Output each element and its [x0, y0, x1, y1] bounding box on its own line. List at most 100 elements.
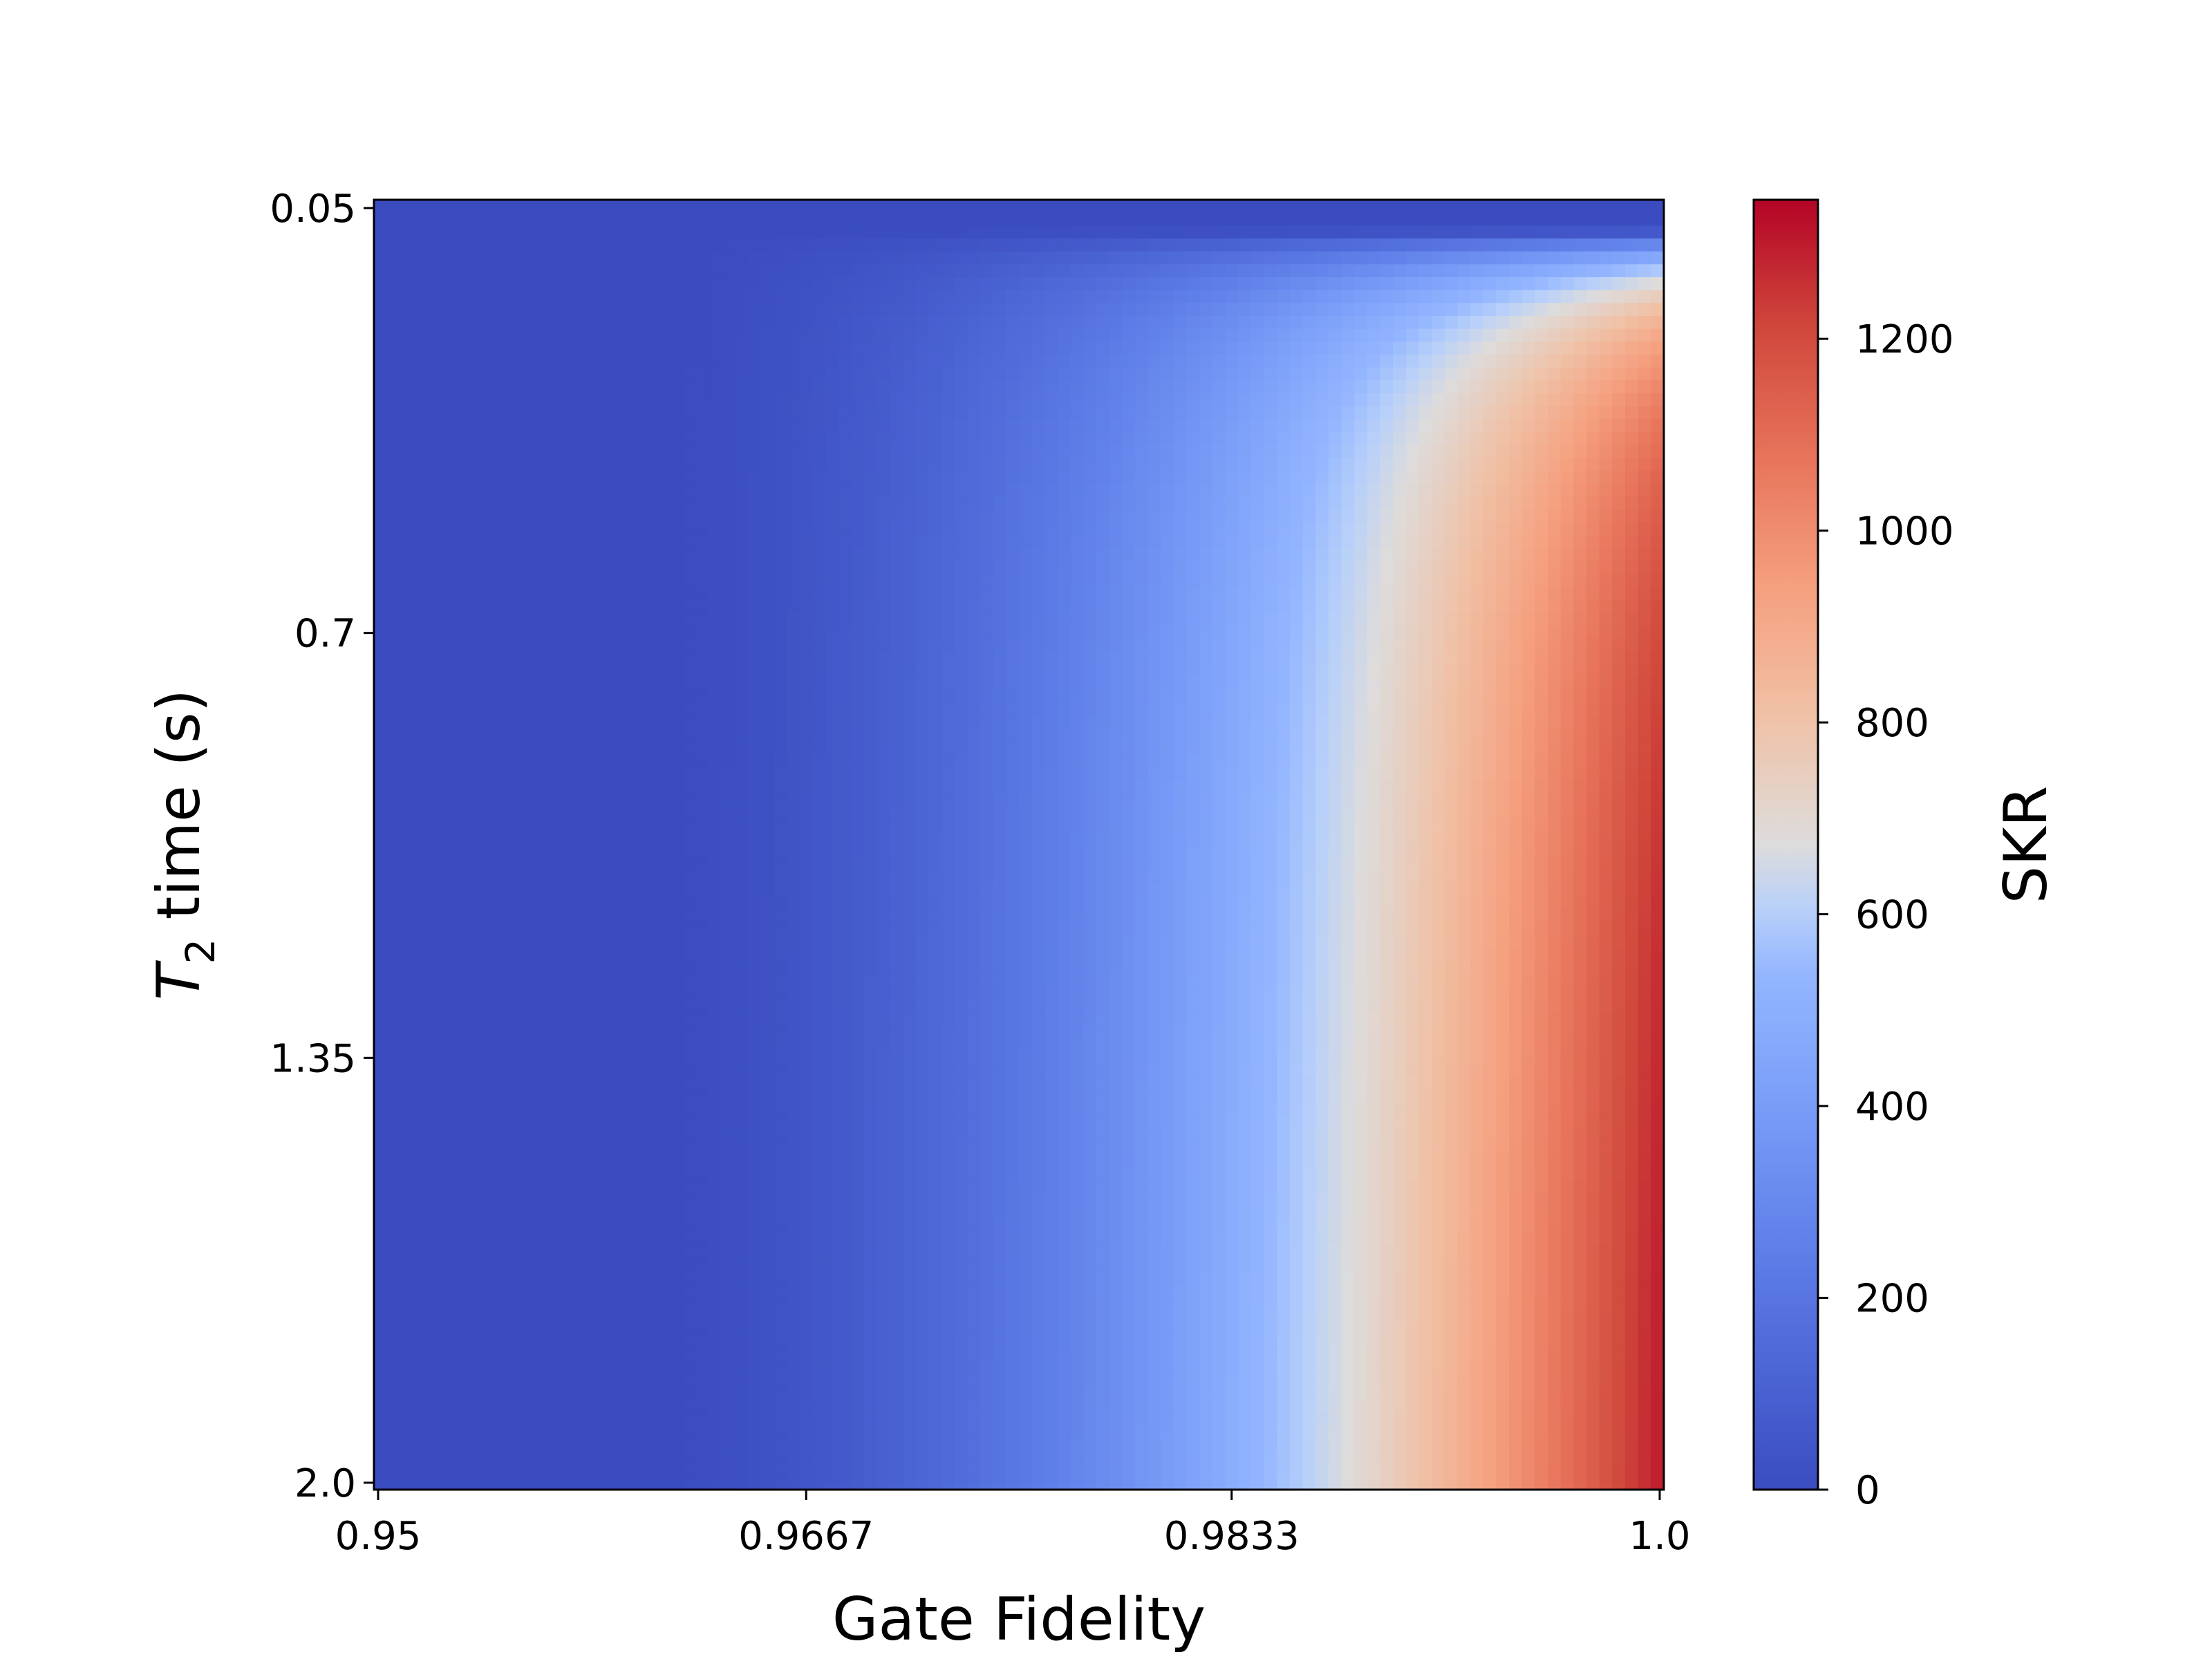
heatmap-cell — [386, 793, 400, 807]
heatmap-cell — [1535, 212, 1548, 226]
heatmap-cell — [928, 341, 942, 355]
heatmap-cell — [838, 509, 852, 523]
heatmap-cell — [451, 212, 465, 226]
heatmap-cell — [980, 238, 994, 252]
heatmap-cell — [489, 535, 504, 549]
heatmap-cell — [993, 586, 1006, 601]
heatmap-cell — [1199, 780, 1213, 794]
heatmap-cell — [954, 780, 968, 794]
heatmap-cell — [1586, 315, 1600, 330]
heatmap-cell — [1354, 599, 1368, 613]
heatmap-cell — [374, 767, 388, 781]
heatmap-cell — [489, 767, 504, 781]
heatmap-cell — [657, 715, 671, 729]
heatmap-cell — [1147, 741, 1161, 755]
heatmap-cell — [1006, 483, 1020, 497]
heatmap-cell — [1509, 690, 1523, 704]
heatmap-cell — [760, 625, 775, 639]
heatmap-cell — [1134, 315, 1149, 330]
heatmap-cell — [1380, 419, 1394, 433]
heatmap-cell — [644, 754, 659, 768]
heatmap-cell — [438, 444, 452, 458]
heatmap-cell — [1096, 806, 1110, 820]
heatmap-cell — [400, 303, 413, 317]
heatmap-cell — [1122, 651, 1136, 665]
heatmap-cell — [1612, 483, 1626, 497]
heatmap-cell — [1560, 251, 1574, 265]
heatmap-cell — [1380, 238, 1394, 252]
heatmap-cell — [735, 586, 749, 601]
heatmap-cell — [1548, 483, 1562, 497]
heatmap-cell — [1405, 806, 1420, 820]
heatmap-cell — [580, 264, 594, 278]
heatmap-cell — [1225, 341, 1239, 355]
heatmap-cell — [735, 200, 749, 214]
heatmap-cell — [1250, 599, 1265, 613]
heatmap-cell — [864, 586, 878, 601]
heatmap-cell — [477, 276, 491, 291]
heatmap-cell — [864, 625, 878, 639]
heatmap-cell — [1341, 664, 1355, 678]
heatmap-cell — [1418, 677, 1432, 691]
heatmap-cell — [1277, 393, 1291, 407]
heatmap-cell — [903, 535, 917, 549]
heatmap-cell — [709, 638, 723, 652]
heatmap-cell — [541, 406, 555, 420]
heatmap-cell — [1393, 458, 1407, 471]
heatmap-cell — [619, 380, 632, 394]
heatmap-cell — [644, 225, 659, 239]
heatmap-cell — [1638, 612, 1651, 626]
heatmap-cell — [1432, 354, 1445, 368]
heatmap-cell — [1006, 276, 1020, 291]
heatmap-cell — [412, 690, 427, 704]
heatmap-cell — [1250, 276, 1265, 291]
heatmap-cell — [1083, 818, 1097, 832]
heatmap-cell — [1250, 677, 1265, 691]
heatmap-cell — [928, 470, 942, 485]
heatmap-cell — [1109, 367, 1123, 381]
heatmap-cell — [1199, 225, 1213, 239]
heatmap-cell — [451, 599, 465, 613]
heatmap-cell — [593, 702, 607, 716]
heatmap-cell — [812, 212, 826, 226]
heatmap-cell — [1380, 328, 1394, 342]
heatmap-cell — [425, 793, 439, 807]
heatmap-cell — [1612, 780, 1626, 794]
heatmap-cell — [1109, 200, 1123, 214]
heatmap-cell — [954, 806, 968, 820]
heatmap-cell — [941, 496, 955, 510]
heatmap-cell — [386, 574, 400, 588]
heatmap-cell — [1354, 535, 1368, 549]
heatmap-cell — [1612, 458, 1626, 471]
heatmap-cell — [1250, 664, 1265, 678]
heatmap-cell — [1134, 561, 1149, 574]
heatmap-cell — [1264, 715, 1277, 729]
heatmap-cell — [774, 290, 787, 303]
heatmap-cell — [1315, 612, 1329, 626]
heatmap-cell — [1470, 522, 1484, 536]
heatmap-cell — [709, 315, 723, 330]
heatmap-cell — [1264, 702, 1277, 716]
heatmap-cell — [735, 225, 749, 239]
heatmap-cell — [1612, 264, 1626, 278]
heatmap-cell — [1444, 586, 1459, 601]
heatmap-cell — [722, 380, 736, 394]
heatmap-cell — [709, 444, 723, 458]
heatmap-cell — [1535, 780, 1548, 794]
heatmap-cell — [838, 793, 852, 807]
heatmap-cell — [1405, 406, 1420, 420]
heatmap-cell — [671, 561, 684, 574]
heatmap-cell — [735, 444, 749, 458]
heatmap-cell — [451, 406, 465, 420]
heatmap-cell — [760, 354, 775, 368]
heatmap-cell — [1264, 470, 1277, 485]
heatmap-cell — [1380, 832, 1394, 845]
heatmap-cell — [1277, 264, 1291, 278]
heatmap-cell — [554, 238, 568, 252]
heatmap-cell — [1173, 509, 1188, 523]
heatmap-cell — [1302, 367, 1316, 381]
heatmap-cell — [567, 793, 581, 807]
heatmap-cell — [1031, 251, 1045, 265]
heatmap-cell — [657, 793, 671, 807]
heatmap-cell — [1393, 367, 1407, 381]
